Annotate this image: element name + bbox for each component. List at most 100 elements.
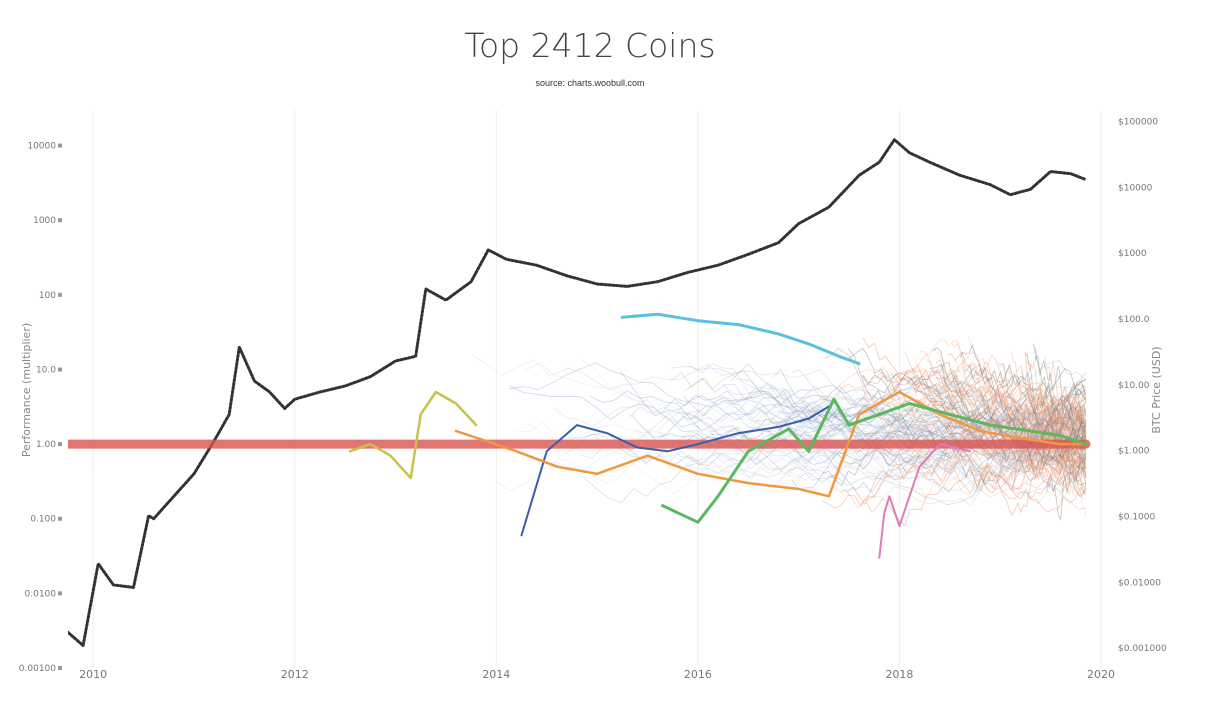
altcoin-line	[914, 357, 1087, 488]
altcoin-line	[824, 347, 1087, 437]
altcoin-line	[898, 443, 1087, 491]
altcoin-line	[715, 447, 1087, 483]
altcoin-line	[1021, 414, 1087, 473]
chart-subtitle: source: charts.woobull.com	[535, 78, 645, 88]
altcoin-line	[904, 351, 1087, 493]
altcoin-line	[495, 426, 1086, 492]
altcoin-line	[821, 437, 1087, 509]
y-tick-mark	[58, 367, 62, 372]
altcoin-line	[911, 367, 1086, 461]
y-tick-label: 1000	[33, 216, 56, 226]
altcoin-line	[527, 423, 1086, 485]
y-tick-mark	[58, 591, 62, 596]
altcoin-line	[1010, 422, 1087, 495]
altcoin-line	[862, 374, 1087, 441]
altcoin-line	[831, 388, 1087, 470]
y2-tick-label: $0.1000	[1118, 513, 1155, 523]
x-tick-label: 2012	[281, 668, 309, 681]
altcoin-line	[684, 377, 1087, 430]
altcoin-line	[947, 381, 1087, 433]
altcoin-line	[726, 399, 1087, 498]
altcoin-line	[682, 390, 1087, 469]
altcoin-line	[627, 403, 1086, 467]
coin-series-green	[661, 397, 1088, 524]
altcoin-line	[689, 366, 1087, 478]
altcoin-line	[553, 449, 1087, 501]
altcoin-line	[942, 377, 1087, 461]
altcoin-line	[895, 392, 1087, 444]
altcoin-line	[952, 351, 1087, 457]
altcoin-line	[764, 437, 1087, 480]
altcoin-line	[1013, 393, 1087, 445]
altcoin-line	[1024, 351, 1087, 475]
altcoin-line	[689, 421, 1086, 491]
altcoin-line	[552, 382, 1087, 440]
y-tick-mark	[58, 218, 62, 223]
altcoin-line	[998, 363, 1087, 431]
y2-axis-label: BTC Price (USD)	[1150, 346, 1163, 433]
y-axis-ticks: 10000 1000 100 10.0 1.00 0.100 0.0100 0.00100	[19, 142, 62, 674]
altcoin-line	[472, 354, 1086, 432]
y2-tick-label: $10000	[1118, 183, 1153, 193]
altcoin-line	[968, 336, 1087, 453]
altcoin-line	[866, 478, 1087, 527]
altcoin-line	[730, 363, 1087, 467]
y-tick-mark	[58, 143, 62, 148]
gridlines	[92, 110, 1102, 668]
x-tick-label: 2016	[684, 668, 712, 681]
altcoin-line	[999, 364, 1087, 421]
altcoin-line	[886, 420, 1086, 481]
altcoin-line	[997, 384, 1087, 470]
coin-series-cyan	[620, 312, 861, 366]
altcoin-line	[1035, 348, 1087, 451]
altcoin-line	[862, 337, 1087, 430]
altcoin-line	[935, 367, 1087, 428]
altcoin-line	[969, 362, 1087, 452]
altcoin-line	[780, 387, 1087, 476]
altcoin-line	[749, 395, 1087, 452]
altcoin-line	[1018, 395, 1087, 471]
altcoin-line	[916, 457, 1087, 500]
y2-tick-label: $1.000	[1118, 447, 1150, 457]
altcoin-line	[919, 338, 1087, 460]
altcoin-line	[915, 392, 1087, 485]
altcoin-line	[1038, 393, 1087, 448]
altcoin-line	[945, 442, 1087, 490]
altcoin-background-lines	[472, 336, 1087, 527]
altcoin-line	[874, 367, 1087, 419]
altcoin-line	[982, 396, 1087, 481]
altcoin-line	[730, 360, 1087, 431]
altcoin-line	[702, 460, 1087, 506]
altcoin-line	[564, 398, 1087, 455]
altcoin-line	[757, 376, 1087, 430]
altcoin-line	[885, 422, 1087, 500]
altcoin-line	[899, 448, 1087, 498]
altcoin-line	[1042, 419, 1087, 518]
altcoin-line	[663, 380, 1086, 438]
altcoin-line	[862, 368, 1087, 436]
y2-tick-label: $10.00	[1118, 381, 1150, 391]
altcoin-line	[589, 382, 1087, 432]
x-tick-label: 2020	[1087, 668, 1115, 681]
altcoin-line	[619, 370, 1087, 449]
y-tick-mark	[58, 666, 62, 670]
y-tick-label: 10000	[27, 142, 56, 152]
altcoin-line	[959, 343, 1087, 458]
altcoin-line	[1044, 356, 1087, 447]
y-tick-label: 100	[39, 291, 56, 301]
altcoin-line	[951, 342, 1087, 431]
altcoin-line	[659, 405, 1087, 459]
altcoin-line	[972, 443, 1087, 517]
btc-price-line	[68, 138, 1088, 647]
altcoin-line	[779, 397, 1087, 455]
x-tick-label: 2018	[885, 668, 913, 681]
altcoin-line	[863, 415, 1087, 486]
altcoin-line	[970, 446, 1087, 485]
altcoin-line	[1026, 359, 1087, 463]
altcoin-line	[1021, 369, 1087, 440]
altcoin-line	[848, 348, 1087, 454]
altcoin-line	[1046, 433, 1087, 522]
altcoin-line	[1032, 343, 1087, 432]
y-tick-label: 0.100	[30, 515, 56, 525]
